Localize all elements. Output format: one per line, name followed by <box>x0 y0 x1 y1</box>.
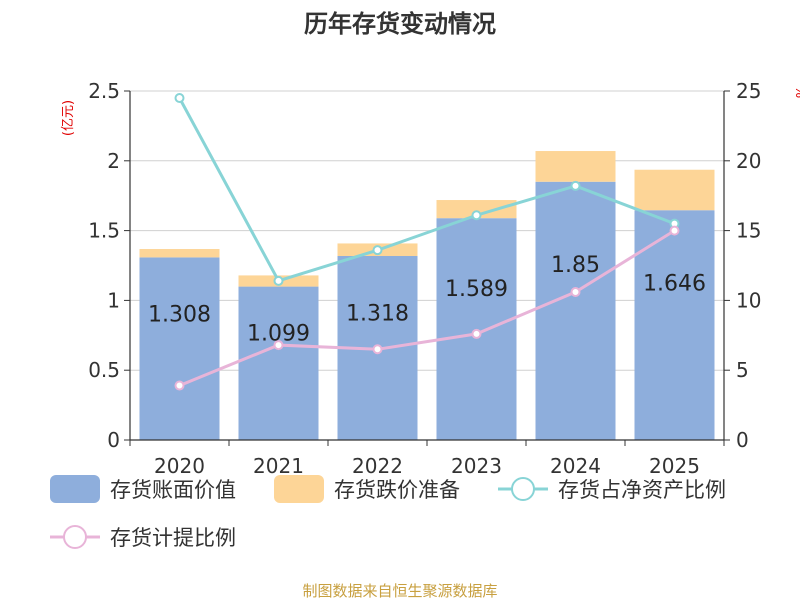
legend-marker <box>63 525 87 549</box>
point-net-asset-ratio <box>372 245 383 256</box>
left-tick-label: 2.5 <box>88 79 120 103</box>
x-tick-label: 2025 <box>649 454 700 478</box>
right-tick-label: 10 <box>736 288 761 312</box>
chart-title: 历年存货变动情况 <box>304 10 496 38</box>
line-series <box>174 92 680 391</box>
legend-label: 存货占净资产比例 <box>558 478 726 502</box>
bar-book-value <box>634 210 715 440</box>
x-tick-label: 2021 <box>253 454 304 478</box>
bar-book-value <box>238 286 319 440</box>
bar-impairment <box>139 249 220 258</box>
line-provision-ratio <box>178 229 676 387</box>
right-tick-label: 20 <box>736 149 761 173</box>
bar-series <box>139 151 715 441</box>
point-provision-ratio <box>372 344 383 355</box>
legend-swatch <box>274 475 324 503</box>
bar-book-value <box>139 257 220 440</box>
point-net-asset-ratio <box>570 180 581 191</box>
bar-value-label: 1.308 <box>148 302 211 327</box>
right-tick-label: 15 <box>736 219 761 243</box>
bar-impairment <box>634 169 715 211</box>
point-net-asset-ratio <box>174 92 185 103</box>
right-tick-label: 0 <box>736 428 749 452</box>
line-net-asset-ratio <box>178 97 676 283</box>
legend-swatch <box>50 475 100 503</box>
bar-value-label: 1.318 <box>346 301 409 326</box>
left-tick-label: 0.5 <box>88 358 120 382</box>
point-provision-ratio <box>669 225 680 236</box>
legend-marker <box>511 477 535 501</box>
left-tick-label: 1 <box>107 288 120 312</box>
legend-label: 存货账面价值 <box>110 478 236 502</box>
x-tick-label: 2022 <box>352 454 403 478</box>
x-tick-label: 2024 <box>550 454 601 478</box>
right-tick-label: 5 <box>736 358 749 382</box>
point-net-asset-ratio <box>471 210 482 221</box>
bar-impairment <box>535 151 616 182</box>
left-tick-label: 0 <box>107 428 120 452</box>
right-tick-label: 25 <box>736 79 761 103</box>
bar-value-label: 1.589 <box>445 277 508 302</box>
bar-value-label: 1.646 <box>643 272 706 297</box>
point-provision-ratio <box>570 287 581 298</box>
left-tick-label: 2 <box>107 149 120 173</box>
point-provision-ratio <box>174 380 185 391</box>
source-note: 制图数据来自恒生聚源数据库 <box>302 582 497 600</box>
gridlines <box>130 90 724 371</box>
point-provision-ratio <box>273 340 284 351</box>
x-tick-label: 2023 <box>451 454 502 478</box>
bar-book-value <box>535 181 616 441</box>
data-labels: 1.308 1.099 1.318 1.589 1.85 1.646 <box>148 253 706 346</box>
right-axis-unit: % <box>792 86 800 98</box>
bar-impairment <box>436 200 517 219</box>
legend-label: 存货跌价准备 <box>334 478 460 502</box>
legend-label: 存货计提比例 <box>110 526 236 550</box>
bar-value-label: 1.85 <box>551 253 600 278</box>
left-axis-unit: (亿元) <box>61 100 76 136</box>
bar-value-label: 1.099 <box>247 321 310 346</box>
point-net-asset-ratio <box>273 275 284 286</box>
x-tick-label: 2020 <box>154 454 205 478</box>
point-provision-ratio <box>471 328 482 339</box>
left-tick-label: 1.5 <box>88 219 120 243</box>
